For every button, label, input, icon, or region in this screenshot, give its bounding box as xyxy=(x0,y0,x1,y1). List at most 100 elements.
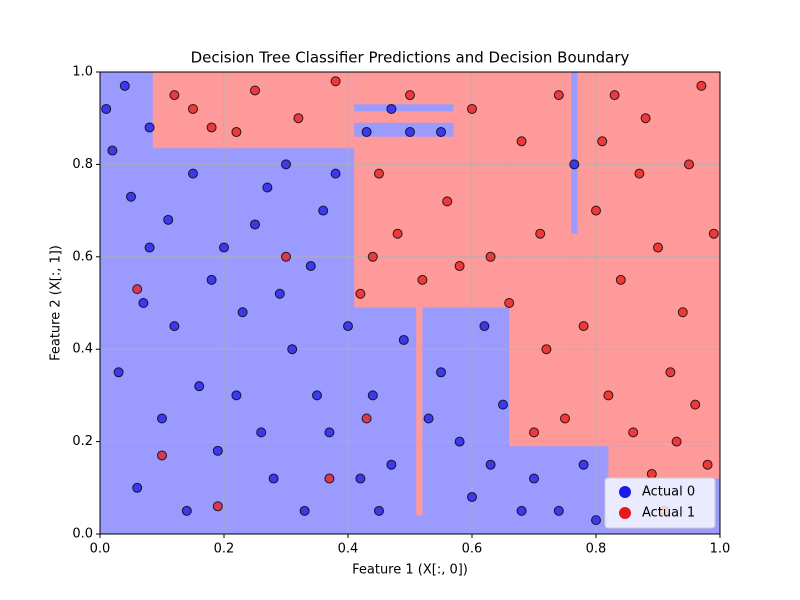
data-point xyxy=(231,390,242,401)
data-point xyxy=(516,505,527,516)
data-point xyxy=(250,219,260,230)
data-point xyxy=(423,413,434,424)
data-point xyxy=(535,228,546,239)
data-point xyxy=(101,103,112,114)
data-point xyxy=(529,473,539,484)
data-point xyxy=(212,501,223,512)
data-point xyxy=(504,298,515,308)
data-point xyxy=(702,459,713,470)
data-point xyxy=(436,127,446,138)
decision-region xyxy=(608,446,720,479)
data-point xyxy=(392,228,403,239)
data-point xyxy=(231,127,242,138)
y-tick-label: 0.2 xyxy=(72,434,93,449)
data-point xyxy=(299,505,310,516)
data-point xyxy=(467,492,477,503)
data-point xyxy=(107,145,118,156)
data-point xyxy=(516,136,527,147)
data-point xyxy=(305,261,316,272)
data-point xyxy=(553,90,564,101)
data-point xyxy=(206,122,217,133)
data-point xyxy=(591,205,601,216)
x-tick-label: 0.6 xyxy=(462,542,483,557)
data-point xyxy=(361,127,372,138)
y-tick-label: 1.0 xyxy=(72,65,93,80)
chart-title: Decision Tree Classifier Predictions and… xyxy=(191,49,630,67)
data-point xyxy=(312,390,322,401)
data-point xyxy=(677,307,688,318)
data-point xyxy=(578,459,589,470)
axes-frame xyxy=(99,71,721,535)
decision-region xyxy=(152,72,355,149)
data-point xyxy=(498,399,508,410)
x-tick-label: 0.4 xyxy=(338,542,359,557)
data-point xyxy=(665,367,676,378)
data-point xyxy=(467,103,477,114)
data-point xyxy=(653,242,663,253)
data-point xyxy=(144,122,155,133)
decision-region xyxy=(509,72,572,447)
y-tick-label: 0.0 xyxy=(72,527,93,542)
data-point xyxy=(696,80,707,91)
data-point xyxy=(324,473,335,484)
data-point xyxy=(578,321,589,332)
data-point xyxy=(591,515,601,526)
data-point xyxy=(646,468,657,479)
x-tick-label: 0.8 xyxy=(586,542,607,557)
data-point xyxy=(436,367,446,378)
data-point xyxy=(684,159,694,170)
data-point xyxy=(188,168,198,179)
decision-region xyxy=(354,136,454,308)
y-tick-label: 0.6 xyxy=(72,249,93,264)
data-point xyxy=(374,168,384,179)
data-point xyxy=(268,473,279,484)
data-point xyxy=(454,261,465,272)
legend-marker xyxy=(619,486,631,498)
data-point xyxy=(355,473,366,484)
data-point xyxy=(330,76,341,87)
x-axis-label: Feature 1 (X[:, 0]) xyxy=(352,563,468,578)
legend-box xyxy=(604,477,716,529)
x-tick-label: 0.2 xyxy=(214,542,235,557)
data-point xyxy=(386,459,397,470)
data-point xyxy=(560,413,570,424)
data-point xyxy=(181,505,192,516)
data-point xyxy=(256,427,267,438)
data-point xyxy=(485,251,496,262)
data-point xyxy=(330,168,341,179)
data-point xyxy=(212,445,223,456)
legend-label: Actual 1 xyxy=(642,506,695,521)
data-point xyxy=(671,436,682,447)
data-point xyxy=(640,113,651,124)
data-point xyxy=(274,288,285,299)
data-point xyxy=(281,251,291,262)
data-point xyxy=(454,436,465,447)
data-point xyxy=(367,251,378,262)
data-point xyxy=(708,228,719,239)
data-point xyxy=(355,288,366,299)
data-point xyxy=(138,298,149,308)
data-point xyxy=(281,159,291,170)
data-point xyxy=(126,191,136,202)
data-point xyxy=(287,344,298,355)
x-tick-label: 0.0 xyxy=(90,542,111,557)
data-point xyxy=(318,205,329,216)
decision-region xyxy=(354,72,454,105)
data-point xyxy=(628,427,639,438)
data-point xyxy=(144,242,155,253)
data-point xyxy=(479,321,490,332)
decision-region xyxy=(577,72,720,447)
data-point xyxy=(405,90,415,101)
data-point xyxy=(169,321,180,332)
y-tick-label: 0.4 xyxy=(72,342,93,357)
x-tick-label: 1.0 xyxy=(710,542,731,557)
data-point xyxy=(597,136,608,147)
data-point xyxy=(603,390,614,401)
data-point xyxy=(361,413,372,424)
data-point xyxy=(194,381,205,392)
data-point xyxy=(386,103,397,114)
data-point xyxy=(219,242,229,253)
decision-region xyxy=(354,111,454,123)
data-point xyxy=(442,196,453,207)
